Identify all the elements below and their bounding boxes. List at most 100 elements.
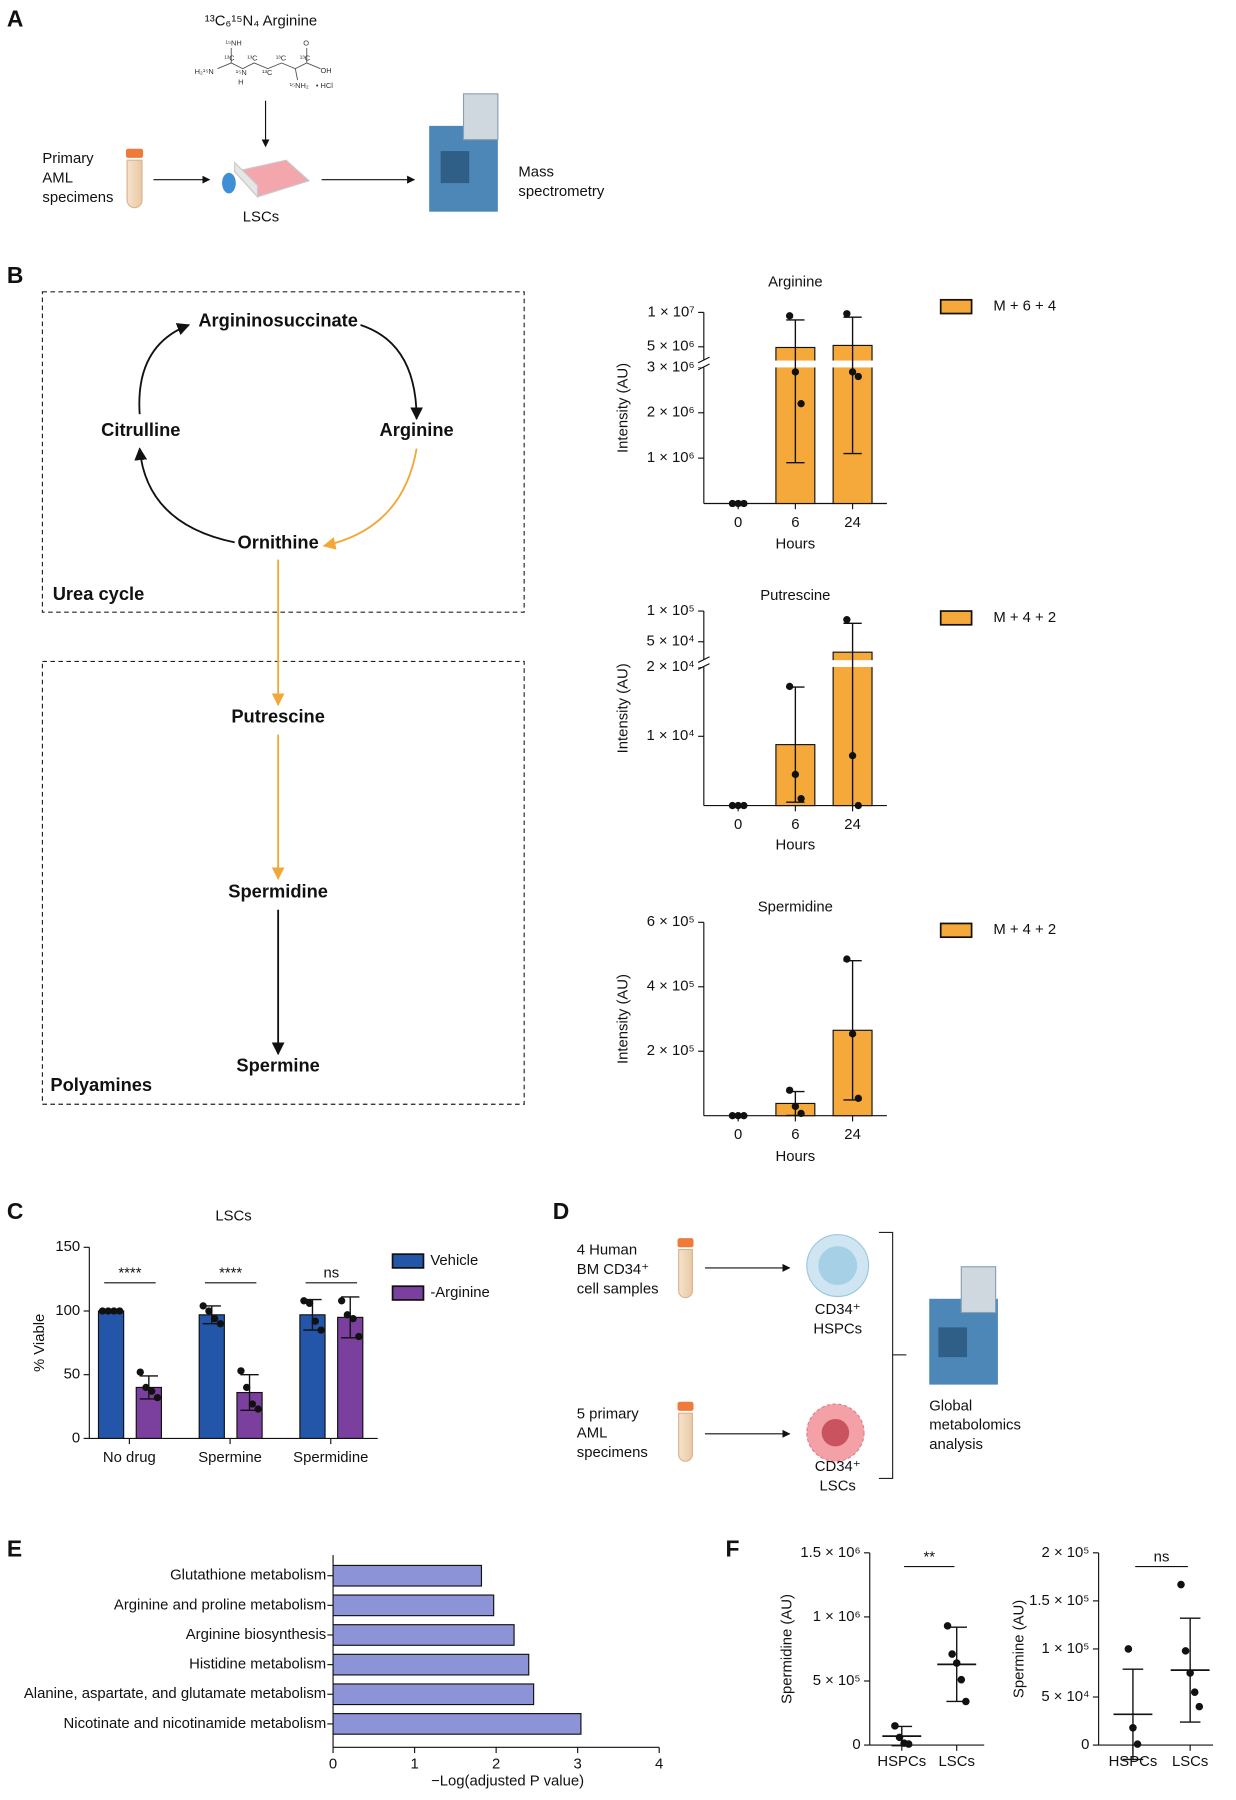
data-point — [734, 1112, 742, 1120]
x-tick-label: 24 — [844, 515, 861, 531]
data-point — [791, 368, 800, 376]
tube-cap — [677, 1401, 694, 1411]
axis-break — [696, 660, 887, 668]
data-point — [785, 312, 794, 320]
data-point — [728, 499, 737, 508]
legend-label: M + 4 + 2 — [993, 922, 1056, 938]
error-group — [786, 319, 805, 464]
data-point — [148, 1387, 156, 1395]
metabolite: Citrulline — [101, 419, 180, 440]
chart-title: Putrescine — [760, 588, 830, 604]
y-tick-label: Histidine metabolism — [189, 1657, 326, 1673]
y-tick-label: 3 × 10⁶ — [647, 359, 695, 375]
data-point — [153, 1393, 162, 1402]
panel-label: D — [553, 1198, 570, 1224]
x-tick-label: 6 — [791, 1127, 799, 1143]
x-axis-title: −Log(adjusted P value) — [431, 1774, 584, 1790]
chart-title: Arginine — [768, 275, 823, 291]
data-point — [843, 955, 851, 963]
x-tick-label: 24 — [844, 817, 861, 833]
data-point — [957, 1675, 966, 1684]
y-tick-label: Arginine and proline metabolism — [114, 1597, 326, 1613]
y-tick-label: Alanine, aspartate, and glutamate metabo… — [24, 1686, 326, 1702]
y-tick-label: Arginine biosynthesis — [186, 1627, 326, 1643]
atom-label: ¹³C — [247, 53, 258, 62]
legend-label: -Arginine — [430, 1285, 489, 1301]
data-point — [734, 499, 742, 508]
data-point — [1133, 1740, 1142, 1748]
y-tick-label: 0 — [1081, 1737, 1089, 1753]
y-tick-label: 0 — [72, 1430, 80, 1446]
y-tick-label: 1.5 × 10⁵ — [1029, 1593, 1089, 1609]
atom-label: H₂¹⁵N — [195, 67, 214, 76]
data-point — [311, 1317, 319, 1325]
error-bar — [1122, 1668, 1144, 1761]
atom-label: ¹⁵NH — [226, 38, 242, 47]
sample-label: AML — [577, 1426, 608, 1442]
x-tick-label: Spermine — [198, 1450, 262, 1466]
y-tick-label: 5 × 10⁴ — [1041, 1689, 1089, 1705]
analysis-label: metabolomics — [929, 1418, 1021, 1434]
atom-label: ¹⁵NH₂ — [290, 81, 309, 90]
chart: 0 1 2 3 4 −Log(adjusted P value) Glutathione m… — [24, 1555, 663, 1790]
data-point — [728, 1112, 737, 1120]
data-point — [854, 1094, 862, 1102]
data-point — [904, 1740, 913, 1748]
x-tick-label: HSPCs — [1109, 1754, 1158, 1770]
x-tick-label: 1 — [410, 1756, 418, 1772]
data-point — [305, 1299, 314, 1308]
data-point — [317, 1326, 325, 1334]
instrument — [440, 151, 470, 184]
flask-cap — [222, 172, 236, 194]
tube-cap — [677, 1238, 694, 1248]
y-axis-title: Intensity (AU) — [616, 363, 632, 453]
panel-d: 4 Human BM CD34⁺ cell samples CD34⁺ HSPC… — [577, 1231, 1021, 1494]
x-tick-label: 0 — [734, 515, 742, 531]
x-tick-label: 6 — [791, 817, 799, 833]
y-tick-label: 0 — [852, 1737, 860, 1753]
y-axis-title: Intensity (AU) — [616, 974, 632, 1064]
y-tick-label: 150 — [55, 1239, 80, 1255]
error-group — [843, 622, 862, 806]
data-point — [104, 1307, 112, 1315]
bar — [332, 1624, 515, 1646]
chart-title: Spermidine — [758, 899, 833, 915]
y-tick-label: 1.5 × 10⁶ — [800, 1545, 860, 1561]
chart: Putrescine Intensity (AU) Hours 1 × 10⁴ 2 × … — [616, 588, 1056, 854]
x-tick-label: HSPCs — [877, 1754, 926, 1770]
data-point — [848, 1030, 857, 1038]
x-tick-label: 0 — [734, 1127, 742, 1143]
atom-label: • HCl — [316, 81, 333, 90]
group-label: Polyamines — [50, 1074, 152, 1095]
x-tick-label: 0 — [329, 1756, 337, 1772]
metabolite: Spermidine — [228, 880, 328, 901]
bar — [332, 1564, 483, 1587]
group-box — [41, 660, 525, 1105]
data-point — [843, 615, 851, 624]
atom-label: ¹³C — [224, 53, 235, 62]
x-axis-title: Hours — [776, 838, 816, 854]
data-point — [740, 499, 748, 508]
chart: Spermidine Intensity (AU) Hours 2 × 10⁵ 4 × … — [616, 899, 1056, 1164]
axis-break-mark — [697, 656, 710, 670]
bar — [332, 1594, 495, 1617]
data-point — [216, 1320, 225, 1328]
sample-label: 5 primary — [577, 1406, 639, 1422]
arrow — [138, 323, 191, 415]
data-point — [237, 1367, 245, 1375]
y-tick-label: 50 — [64, 1367, 81, 1383]
data-point — [1181, 1647, 1190, 1655]
data-point — [797, 795, 805, 803]
x-tick-label: LSCs — [1172, 1754, 1208, 1770]
y-tick-label: 5 × 10⁶ — [647, 339, 695, 355]
legend-swatch — [939, 298, 973, 315]
sample-label: cell samples — [577, 1282, 659, 1298]
data-point — [243, 1383, 251, 1392]
y-tick-label: 1 × 10⁴ — [647, 728, 695, 744]
x-tick-label: No drug — [103, 1450, 156, 1466]
axis-break — [696, 360, 887, 368]
chart: LSCs % Viable 0 50 100 150 No drug Spermine Sper… — [32, 1208, 490, 1465]
x-tick-label: 2 — [492, 1756, 500, 1772]
